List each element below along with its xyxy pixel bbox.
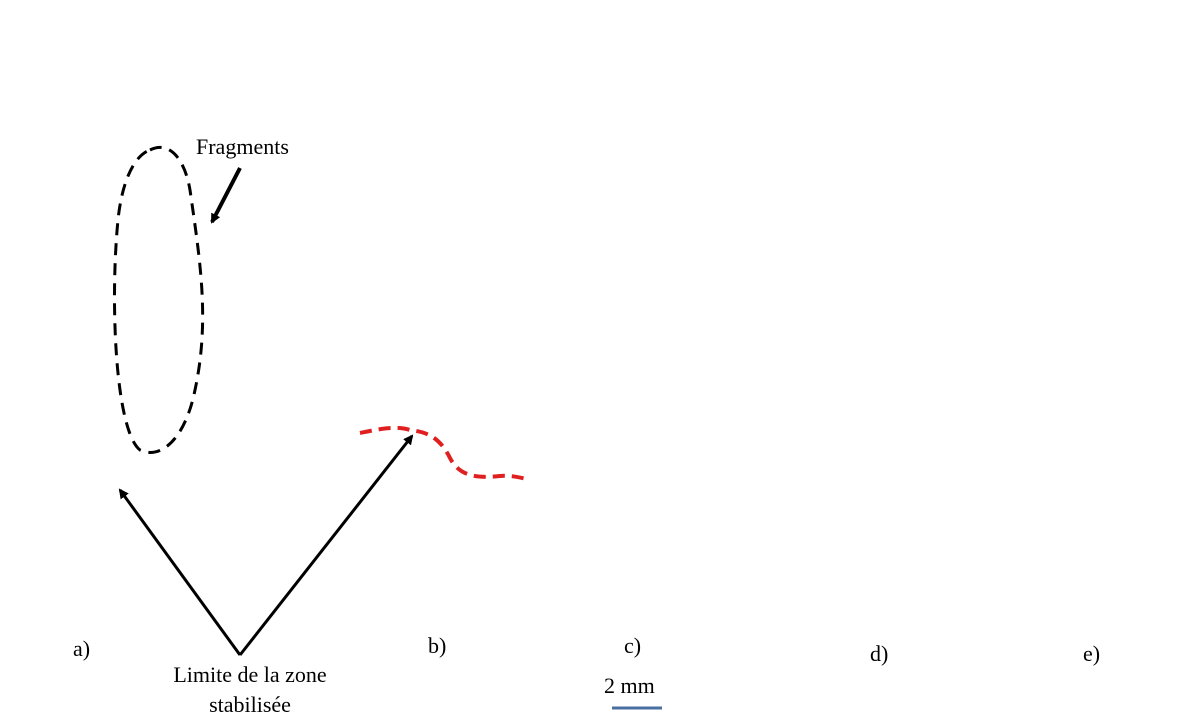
scale-bar-label: 2 mm	[604, 673, 655, 698]
fragments-arrow	[210, 167, 242, 224]
panel-label-d: d)	[870, 641, 889, 666]
limit-arrow-b	[238, 434, 414, 656]
fragments-dashed-outline	[113, 146, 205, 454]
limit-label-line2: stabilisée	[209, 692, 291, 717]
limit-label: Limite de la zone stabilisée	[145, 660, 355, 720]
panel-label-a: a)	[73, 636, 91, 661]
limit-label-line1: Limite de la zone	[173, 662, 327, 687]
panel-label-e: e)	[1083, 641, 1101, 666]
fragments-label: Fragments	[196, 134, 289, 159]
stabilized-zone-boundary-a	[20, 467, 182, 532]
panel-label-b: b)	[428, 633, 447, 658]
stabilized-zone-boundary-b	[359, 425, 531, 482]
panel-label-c: c)	[624, 633, 642, 658]
limit-arrow-a	[118, 488, 242, 656]
